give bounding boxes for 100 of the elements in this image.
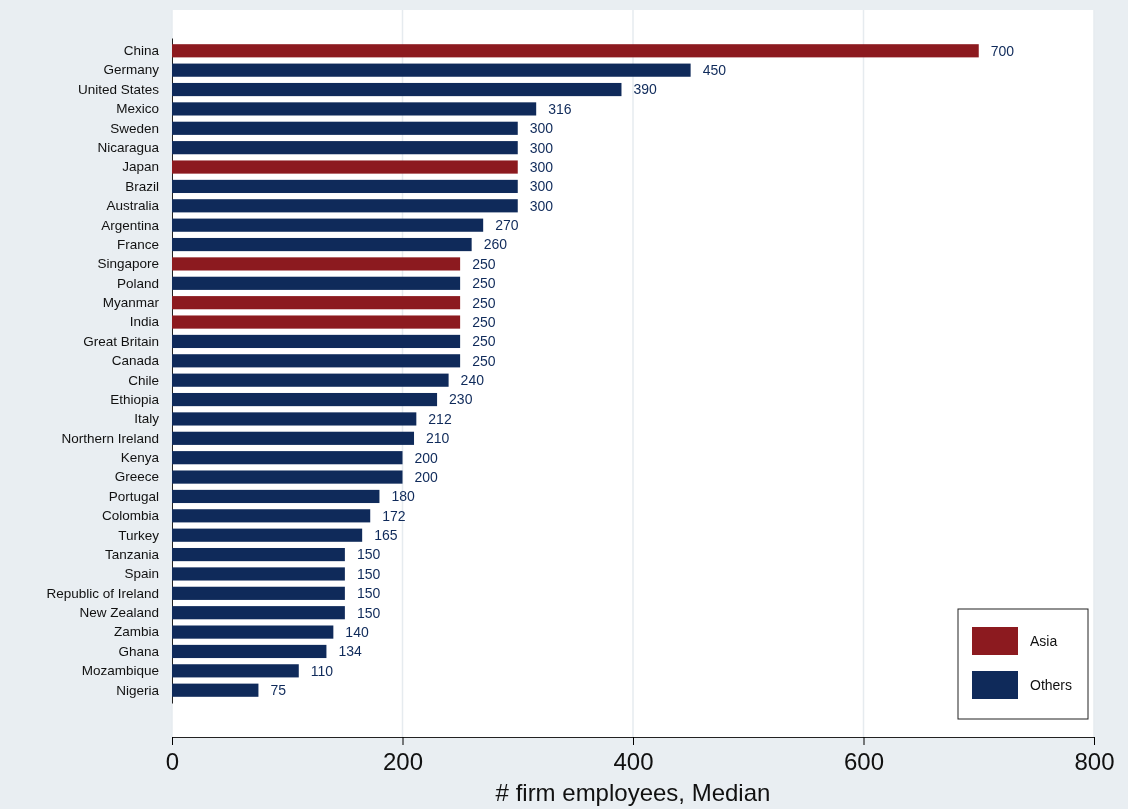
y-tick-label: Canada	[111, 353, 160, 369]
data-label: 270	[495, 217, 519, 234]
data-label: 700	[990, 42, 1015, 59]
y-tick-label: Japan	[122, 159, 159, 175]
data-label: 390	[633, 81, 658, 98]
legend-label: Asia	[1030, 632, 1058, 649]
bar	[172, 354, 461, 368]
y-tick-label: Tanzania	[104, 546, 160, 562]
data-label: 250	[472, 294, 496, 311]
bar	[172, 412, 417, 426]
bar	[172, 451, 403, 465]
y-tick-label: Poland	[116, 275, 159, 291]
data-label: 300	[529, 158, 554, 175]
x-tick-label: 400	[613, 747, 654, 775]
y-tick-label: Mozambique	[81, 663, 159, 679]
data-label: 250	[472, 255, 496, 272]
bar	[172, 44, 979, 58]
bar	[172, 431, 415, 445]
y-tick-label: United States	[77, 81, 160, 97]
legend-label: Others	[1030, 676, 1073, 693]
y-tick-label: Kenya	[120, 450, 160, 466]
bar	[172, 276, 461, 290]
x-axis-title: # firm employees, Median	[495, 779, 771, 806]
data-label: 212	[428, 410, 452, 427]
data-label: 450	[702, 62, 727, 79]
data-label: 300	[529, 197, 554, 214]
data-label: 316	[548, 100, 572, 117]
y-tick-label: Chile	[128, 372, 159, 388]
bar	[172, 257, 461, 271]
y-tick-label: Republic of Ireland	[46, 585, 159, 601]
data-label: 172	[382, 507, 406, 524]
data-label: 150	[356, 546, 381, 563]
bar	[172, 296, 461, 310]
data-label: 210	[426, 430, 450, 447]
x-tick-label: 600	[843, 747, 885, 775]
data-label: 300	[529, 178, 554, 195]
bar	[172, 664, 299, 678]
y-tick-label: Australia	[106, 198, 160, 214]
y-tick-label: Great Britain	[83, 333, 159, 349]
y-tick-label: Spain	[124, 566, 159, 582]
bar	[172, 392, 438, 407]
data-label: 300	[529, 120, 554, 137]
data-label: 200	[414, 449, 439, 466]
bar	[172, 160, 518, 174]
y-tick-label: Nigeria	[116, 682, 160, 698]
y-tick-label: Portugal	[108, 488, 159, 504]
y-tick-label: Myanmar	[102, 295, 160, 310]
y-tick-label: Colombia	[101, 508, 160, 524]
data-label: 165	[374, 527, 398, 544]
bar	[172, 334, 461, 349]
y-tick-label: France	[116, 236, 159, 252]
y-tick-label: Sweden	[110, 120, 159, 136]
bar	[172, 179, 518, 194]
y-tick-label: Zambia	[113, 624, 160, 640]
data-label: 150	[356, 565, 381, 582]
data-label: 200	[414, 468, 439, 485]
x-tick-label: 0	[165, 747, 180, 775]
y-tick-label: Nicaragua	[97, 139, 160, 155]
bar	[172, 644, 327, 659]
data-label: 230	[449, 391, 473, 408]
bar	[172, 606, 345, 620]
bar	[172, 315, 461, 329]
data-label: 150	[356, 585, 381, 602]
y-tick-label: New Zealand	[79, 605, 159, 621]
data-label: 110	[310, 662, 334, 679]
bar	[172, 121, 518, 135]
y-tick-label: Ethiopia	[110, 391, 160, 407]
bar	[172, 199, 518, 213]
data-label: 300	[529, 139, 554, 156]
data-label: 250	[472, 333, 496, 350]
bar	[172, 489, 380, 504]
data-label: 134	[338, 643, 363, 660]
bar	[172, 470, 403, 484]
x-tick-label: 800	[1074, 747, 1115, 775]
bar	[172, 625, 334, 639]
bar	[172, 141, 518, 155]
x-tick-label: 200	[382, 747, 424, 775]
data-label: 150	[356, 604, 381, 621]
y-tick-label: Singapore	[97, 256, 159, 272]
bar	[172, 528, 363, 542]
y-tick-label: Germany	[103, 62, 160, 78]
data-label: 75	[270, 682, 287, 699]
y-tick-label: Greece	[114, 469, 159, 485]
bar	[172, 373, 449, 387]
data-label: 180	[391, 488, 416, 505]
bar	[172, 547, 345, 562]
bar	[172, 102, 537, 116]
y-tick-label: Argentina	[101, 217, 160, 233]
bar	[172, 218, 484, 232]
data-label: 250	[472, 275, 496, 292]
bar	[172, 683, 259, 697]
y-tick-label: Mexico	[116, 101, 159, 117]
y-tick-label: China	[123, 43, 160, 59]
bar	[172, 237, 472, 252]
data-label: 140	[345, 623, 369, 640]
y-tick-label: Northern Ireland	[61, 430, 159, 446]
bar	[172, 509, 371, 523]
data-label: 240	[460, 372, 485, 389]
data-label: 250	[472, 352, 496, 369]
data-label: 260	[483, 236, 508, 253]
